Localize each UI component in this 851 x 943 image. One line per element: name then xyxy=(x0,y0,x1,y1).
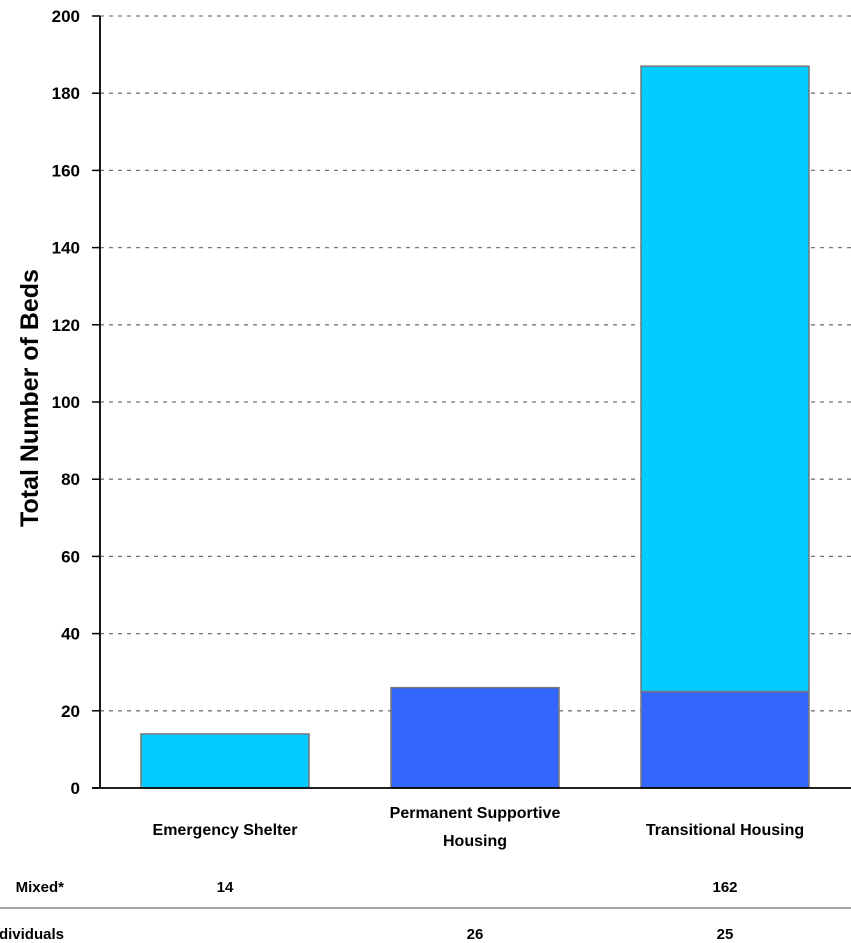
table-row-label: Mixed* xyxy=(16,879,65,896)
category-label: Permanent Supportive xyxy=(390,805,561,822)
table-cell: 14 xyxy=(217,879,234,896)
y-tick-label: 100 xyxy=(52,393,80,412)
y-tick-label: 60 xyxy=(61,547,80,566)
axes xyxy=(92,15,851,789)
y-tick-label: 80 xyxy=(61,470,80,489)
category-label: Housing xyxy=(443,833,507,850)
y-axis-title: Total Number of Beds xyxy=(16,269,44,527)
y-tick-label: 20 xyxy=(61,702,80,721)
table-row-label: Individuals xyxy=(0,926,64,943)
data-table: Mixed* 14 162 Individuals 26 25 xyxy=(0,879,851,943)
table-cell: 26 xyxy=(467,926,484,943)
y-tick-label: 40 xyxy=(61,625,80,644)
category-label: Emergency Shelter xyxy=(153,822,298,839)
y-tick-label: 200 xyxy=(52,7,80,26)
y-tick-label: 120 xyxy=(52,316,80,335)
bar-segment xyxy=(140,733,310,789)
bar-segment xyxy=(390,686,560,789)
bars xyxy=(140,65,810,789)
bar-segment xyxy=(640,690,810,789)
bar-segment xyxy=(640,65,810,693)
category-label: Transitional Housing xyxy=(646,822,804,839)
table-cell: 162 xyxy=(712,879,737,896)
axis-labels: 0 20 40 60 80 100 120 140 160 180 200 Emergency She… xyxy=(52,7,804,850)
y-tick-label: 0 xyxy=(71,779,80,798)
y-tick-label: 180 xyxy=(52,84,80,103)
table-cell: 25 xyxy=(717,926,734,943)
y-tick-label: 140 xyxy=(52,239,80,258)
y-tick-label: 160 xyxy=(52,161,80,180)
